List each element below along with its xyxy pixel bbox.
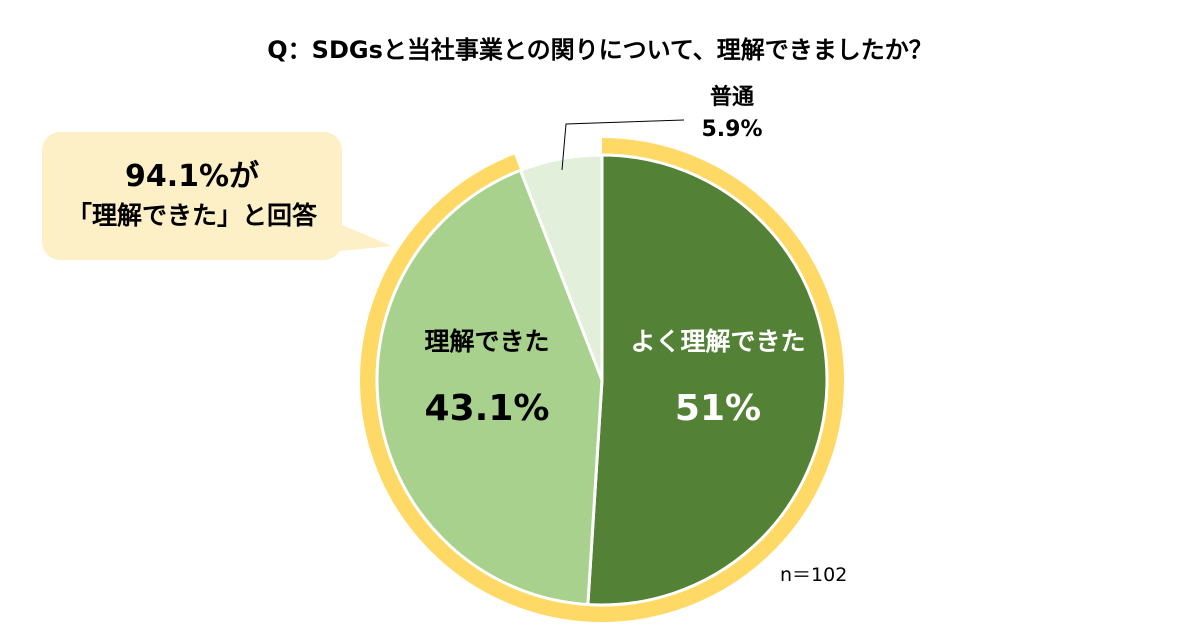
slice-label-1: 理解できた — [424, 327, 549, 356]
slice-value-0: 51% — [675, 388, 761, 429]
pie-slice-0 — [586, 153, 829, 607]
callout-text: 「理解できた」と回答 — [66, 201, 317, 230]
summary-callout: 94.1%が 「理解できた」と回答 — [42, 132, 342, 260]
leader-line — [561, 119, 685, 171]
sample-size: n＝102 — [780, 564, 848, 586]
chart-title: Q：SDGsと当社事業との関りについて、理解できましたか？ — [267, 36, 933, 64]
pie-slice-2 — [518, 153, 604, 382]
slice-label-2: 普通 — [710, 84, 754, 110]
callout-percentage: 94.1%が — [124, 159, 260, 194]
slice-value-1: 43.1% — [425, 388, 550, 429]
callout-pointer — [330, 220, 392, 252]
pie-slice-1 — [375, 168, 604, 607]
slice-value-2: 5.9% — [701, 117, 762, 142]
slice-label-0: よく理解できた — [630, 327, 805, 356]
highlight-ring — [360, 138, 844, 622]
